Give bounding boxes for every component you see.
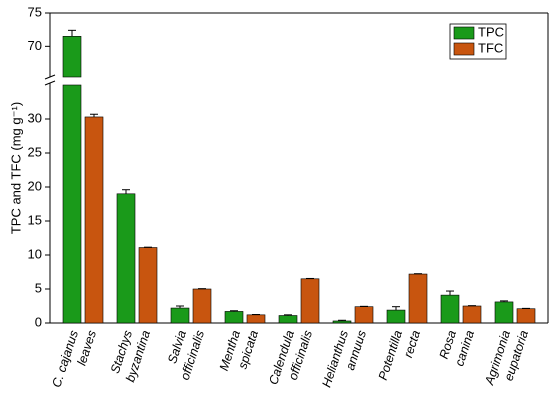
bar: [300, 278, 320, 324]
y-tick-label: 20: [28, 178, 42, 193]
bar: [192, 288, 212, 324]
bar: [170, 307, 190, 324]
bar: [386, 309, 406, 324]
bar: [516, 308, 536, 324]
y-tick-label: 10: [28, 246, 42, 261]
bar: [62, 36, 82, 78]
y-tick-label: 5: [35, 280, 42, 295]
bar: [354, 306, 374, 324]
y-tick-label: 0: [35, 314, 42, 329]
bar: [462, 305, 482, 324]
bar: [224, 311, 244, 324]
bar-lower: [62, 84, 82, 324]
y-tick-label: 75: [28, 4, 42, 19]
y-axis-label: TPC and TFC (mg g⁻¹): [8, 102, 23, 234]
legend-swatch: [453, 42, 475, 56]
axis-break: [44, 80, 56, 86]
y-tick-label: 30: [28, 110, 42, 125]
bar: [494, 301, 514, 324]
y-tick-label: 25: [28, 144, 42, 159]
legend-label: TFC: [478, 40, 503, 55]
legend-swatch: [453, 26, 475, 40]
bar: [440, 294, 460, 324]
bar: [278, 315, 298, 324]
bar: [138, 247, 158, 324]
bar: [408, 273, 428, 324]
legend-label: TPC: [478, 24, 504, 39]
axis-break: [44, 74, 56, 80]
bar: [84, 116, 104, 324]
bar: [116, 193, 136, 324]
y-tick-label: 70: [28, 38, 42, 53]
bar: [332, 320, 352, 324]
y-tick-label: 15: [28, 212, 42, 227]
bar: [246, 314, 266, 324]
